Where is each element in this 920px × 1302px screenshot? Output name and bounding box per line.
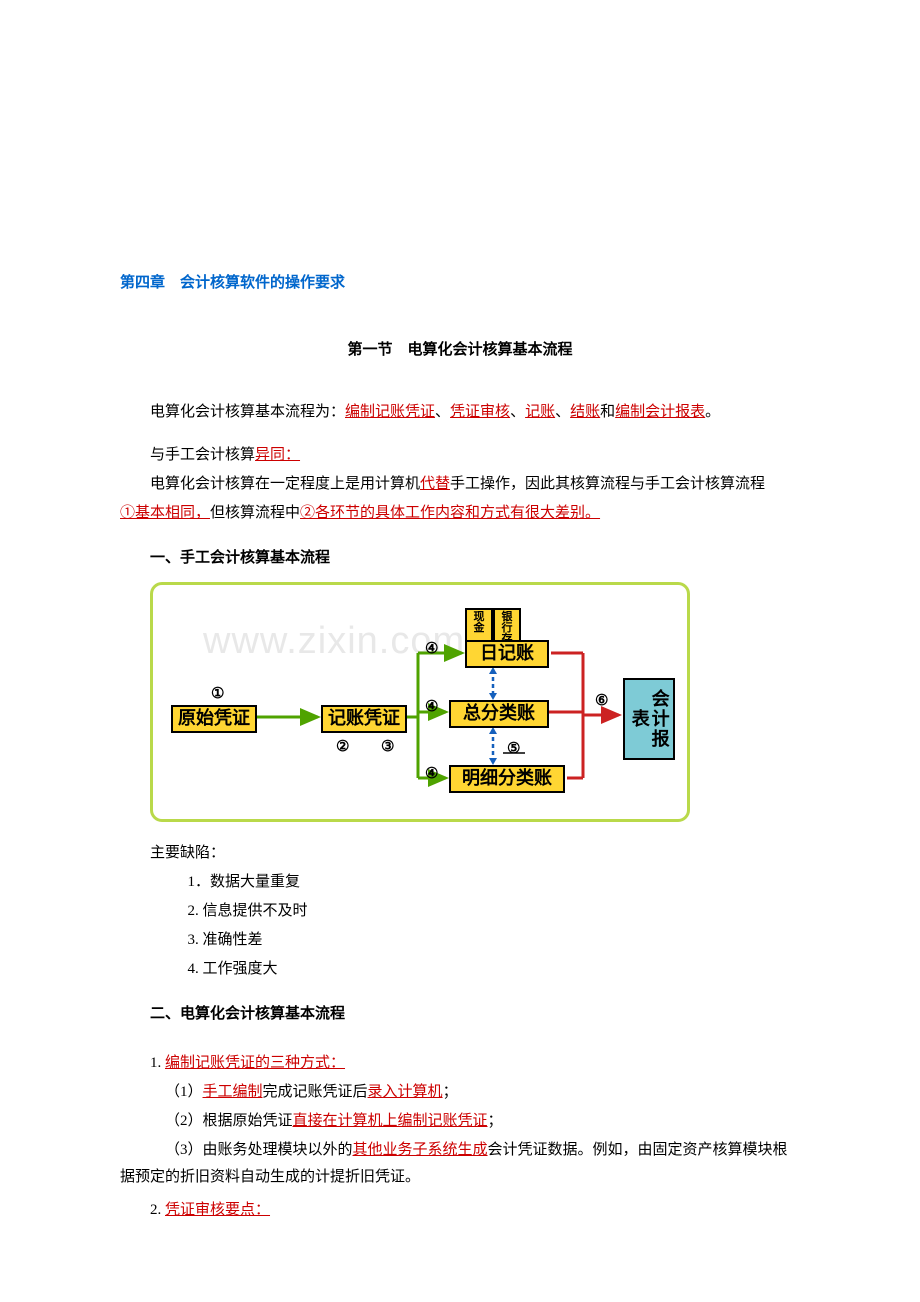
l2-i2-red: 凭证审核要点： — [165, 1202, 270, 1218]
compare-line1: 与手工会计核算异同： — [120, 442, 800, 469]
intro-prefix: 电算化会计核算基本流程为： — [150, 404, 345, 420]
l2-i1-label: 1. — [150, 1055, 161, 1071]
intro-item-5: 编制会计报表 — [615, 404, 705, 420]
intro-item-1: 编制记账凭证 — [345, 404, 435, 420]
l2-s1-t2: ； — [443, 1084, 458, 1100]
fc-step-4a: ④ — [425, 635, 438, 662]
fc-step-3: ③ — [381, 733, 394, 760]
cmp2-t1: 电算化会计核算在一定程度上是用计算机 — [150, 476, 420, 492]
cmp2-r1: 代替 — [420, 476, 450, 492]
fc-step-6: ⑥ — [595, 687, 608, 714]
l2-s2-t1: ； — [488, 1113, 503, 1129]
compare-line2: 电算化会计核算在一定程度上是用计算机代替手工操作，因此其核算流程与手工会计核算流… — [120, 471, 800, 498]
list2-sub3: （3）由账务处理模块以外的其他业务子系统生成会计凭证数据。例如，由固定资产核算模… — [120, 1137, 800, 1191]
suf: 。 — [705, 404, 720, 420]
flowchart: www.zixin.com.cn — [150, 582, 690, 822]
fc-step-1: ① — [211, 680, 224, 707]
defects-title: 主要缺陷： — [120, 840, 800, 867]
cmp2-t2: 手工操作，因此其核算流程与手工会计核算流程 — [450, 476, 765, 492]
fc-node-record-voucher: 记账凭证 — [321, 705, 407, 733]
list2-item2: 2. 凭证审核要点： — [120, 1197, 800, 1224]
defect-4: 4. 工作强度大 — [120, 956, 800, 983]
fc-node-subsidiary-ledger: 明细分类账 — [449, 765, 565, 793]
defect-1: 1．数据大量重复 — [120, 869, 800, 896]
l2-s1-r1: 手工编制 — [203, 1084, 263, 1100]
l2-s2-a: （2）根据原始凭证 — [165, 1113, 293, 1129]
intro-item-4: 结账 — [570, 404, 600, 420]
compare-line3: ①基本相同，但核算流程中②各环节的具体工作内容和方式有很大差别。 — [120, 500, 800, 527]
fc-step-5: ⑤ — [507, 735, 520, 762]
fc-node-source-voucher: 原始凭证 — [171, 705, 257, 733]
intro-paragraph: 电算化会计核算基本流程为：编制记账凭证、凭证审核、记账、结账和编制会计报表。 — [120, 399, 800, 426]
chapter-title: 第四章 会计核算软件的操作要求 — [120, 270, 800, 297]
l2-s1-r2: 录入计算机 — [368, 1084, 443, 1100]
sep: 、 — [510, 404, 525, 420]
heading-1: 一、手工会计核算基本流程 — [120, 545, 800, 572]
defect-3: 3. 准确性差 — [120, 927, 800, 954]
sep: 、 — [435, 404, 450, 420]
fc-step-4c: ④ — [425, 760, 438, 787]
l2-i1-red: 编制记账凭证的三种方式： — [165, 1055, 345, 1071]
l2-s3-r1: 其他业务子系统生成 — [353, 1142, 488, 1158]
defect-2: 2. 信息提供不及时 — [120, 898, 800, 925]
cmp2-t3: 但核算流程中 — [210, 505, 300, 521]
section-title: 第一节 电算化会计核算基本流程 — [120, 337, 800, 364]
list2-sub1: （1）手工编制完成记账凭证后录入计算机； — [120, 1079, 800, 1106]
l2-s2-r1: 直接在计算机上编制记账凭证 — [293, 1113, 488, 1129]
cmp1-text: 与手工会计核算 — [150, 447, 255, 463]
flowchart-container: www.zixin.com.cn — [120, 582, 800, 822]
fc-node-general-ledger: 总分类账 — [449, 700, 549, 728]
l2-i2-label: 2. — [150, 1202, 161, 1218]
fc-node-report: 会计报表 — [623, 678, 675, 760]
sep: 、 — [555, 404, 570, 420]
intro-item-2: 凭证审核 — [450, 404, 510, 420]
l2-s1-t1: 完成记账凭证后 — [263, 1084, 368, 1100]
fc-node-journal: 日记账 — [465, 640, 549, 668]
l2-s1-a: （1） — [165, 1084, 203, 1100]
intro-item-3: 记账 — [525, 404, 555, 420]
l2-s3-a: （3）由账务处理模块以外的 — [165, 1142, 353, 1158]
conj: 和 — [600, 404, 615, 420]
cmp2-r3: ②各环节的具体工作内容和方式有很大差别。 — [300, 505, 600, 521]
heading-2: 二、电算化会计核算基本流程 — [120, 1001, 800, 1028]
cmp1-red: 异同： — [255, 447, 300, 463]
list2-sub2: （2）根据原始凭证直接在计算机上编制记账凭证； — [120, 1108, 800, 1135]
fc-step-4b: ④ — [425, 693, 438, 720]
list2-item1: 1. 编制记账凭证的三种方式： — [120, 1050, 800, 1077]
fc-step-2: ② — [336, 733, 349, 760]
cmp2-r2: ①基本相同， — [120, 505, 210, 521]
